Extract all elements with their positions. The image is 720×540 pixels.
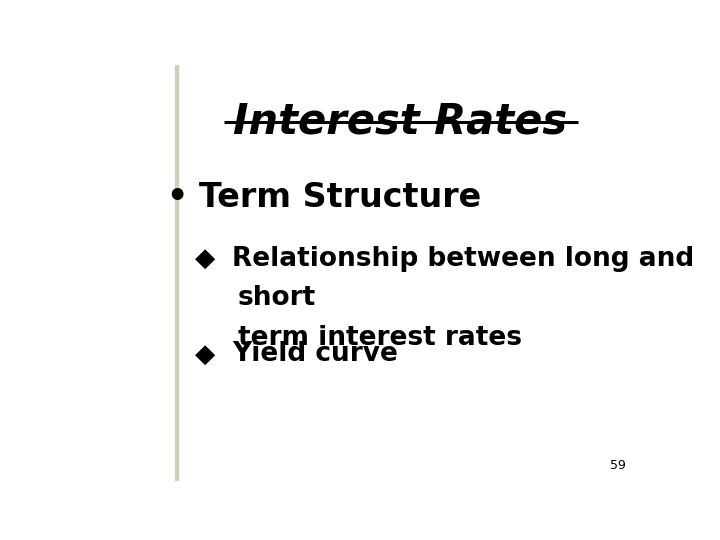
Text: Term Structure: Term Structure [199, 181, 481, 214]
Text: 59: 59 [610, 460, 626, 472]
Text: Yield curve: Yield curve [233, 341, 398, 367]
Text: short: short [238, 285, 316, 311]
Text: •: • [166, 181, 188, 214]
Text: ◆: ◆ [195, 341, 215, 367]
Bar [175, 65, 178, 481]
Text: ◆: ◆ [195, 246, 215, 272]
Text: Interest Rates: Interest Rates [233, 100, 567, 142]
Text: term interest rates: term interest rates [238, 325, 522, 350]
Text: Relationship between long and: Relationship between long and [233, 246, 695, 272]
